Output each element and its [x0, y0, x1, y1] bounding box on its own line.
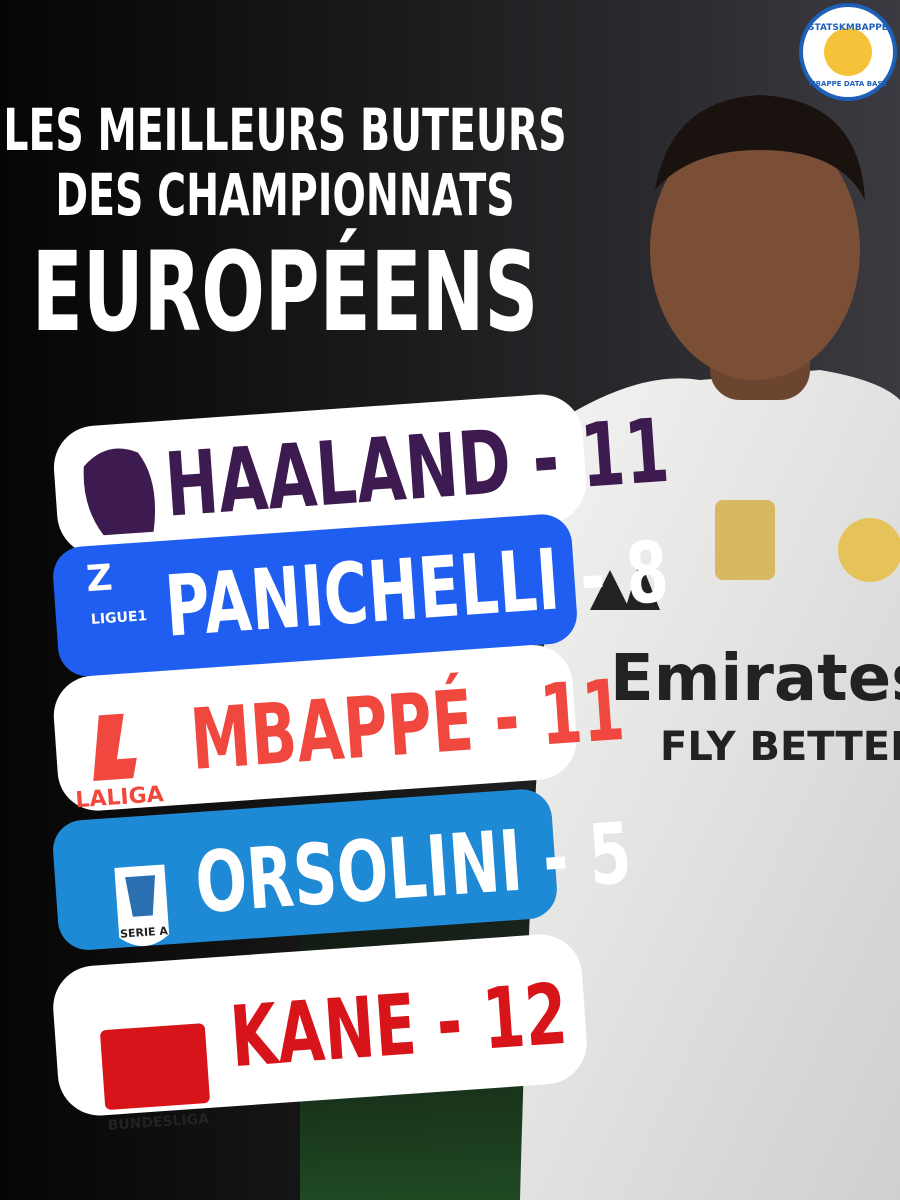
head	[650, 120, 860, 380]
badge-patch	[715, 500, 775, 580]
slogan: FLY BETTER	[660, 724, 900, 770]
league-mark	[100, 1023, 210, 1110]
row: HAALAND - 11	[53, 394, 672, 556]
pill	[53, 789, 557, 950]
hair	[655, 95, 865, 200]
title-line: EUROPÉENS	[32, 227, 538, 357]
league-logo	[83, 448, 156, 536]
league-logo: LIGUE1	[90, 608, 147, 628]
jersey	[520, 370, 900, 1200]
league-mark	[93, 713, 137, 781]
badge-bottom: MBAPPE DATA BASE	[809, 80, 888, 88]
league-mark: Z	[85, 557, 114, 600]
pill	[53, 514, 577, 677]
row: LALIGA MBAPPÉ - 11	[53, 645, 628, 813]
brand-logo	[590, 560, 660, 610]
badge-top: STATSKMBAPPE	[808, 23, 888, 33]
row-text: KANE - 12	[227, 966, 570, 1087]
player-photo: Emirates FLY BETTER	[520, 95, 900, 1200]
title-line: LES MEILLEURS BUTEURS	[3, 96, 566, 164]
badge-center	[824, 28, 872, 76]
badge: STATSKMBAPPE MBAPPE DATA BASE	[799, 3, 897, 101]
league-mark	[125, 875, 156, 917]
row: BUNDESLIGA KANE - 12	[53, 934, 587, 1134]
title-line: DES CHAMPIONNATS	[55, 161, 514, 229]
title: LES MEILLEURS BUTEURS DES CHAMPIONNATS E…	[3, 96, 566, 357]
league-logo: BUNDESLIGA	[107, 1111, 210, 1134]
league-logo: SERIE A	[120, 924, 169, 940]
pill	[53, 394, 587, 556]
sponsor: Emirates	[610, 642, 900, 716]
league-logo: LALIGA	[75, 782, 165, 813]
club-crest	[838, 518, 900, 582]
pill	[53, 645, 577, 811]
